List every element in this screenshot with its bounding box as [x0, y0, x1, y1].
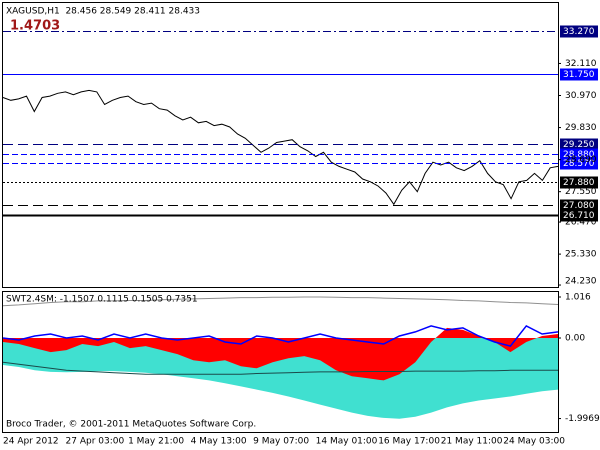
- indicator-line: [2, 324, 559, 347]
- y-tick-label: 25.330: [565, 250, 597, 260]
- level-label-box: [560, 138, 598, 151]
- x-tick-label: 21 May 11:00: [441, 437, 503, 447]
- indicator-title: SWT2.4SM: -1.1507 0.1115 0.1505 0.7351: [6, 295, 198, 305]
- y-tick-label: 27.550: [565, 187, 597, 197]
- x-tick-label: 14 May 01:00: [316, 437, 378, 447]
- main-panel-frame: [2, 2, 559, 288]
- x-tick-label: 1 May 21:00: [128, 437, 184, 447]
- indicator-panel-frame: [2, 291, 559, 433]
- indicator-annotation: Broco Trader, © 2001-2011 MetaQuotes Sof…: [6, 420, 256, 430]
- level-label: 27.080: [563, 201, 595, 211]
- level-label-box: [560, 68, 598, 81]
- y-tick-label: 24.230: [565, 277, 597, 287]
- x-tick-label: 27 Apr 03:00: [66, 437, 125, 447]
- indicator-area: [3, 337, 558, 419]
- level-label: 26.710: [563, 211, 595, 221]
- y-tick-label: 28.690: [565, 155, 597, 165]
- level-label-box: [560, 199, 598, 212]
- chart-title: XAGUSD,H1 28.456 28.549 28.411 28.433: [6, 7, 200, 17]
- x-tick-label: 24 May 03:00: [503, 437, 565, 447]
- y-tick-label: 0.00: [565, 333, 585, 343]
- indicator-line: [2, 361, 558, 375]
- level-label: 31.750: [563, 70, 595, 80]
- y-tick-label: -1.9969: [565, 414, 600, 424]
- y-tick-label: 29.830: [565, 123, 597, 133]
- level-label: 27.880: [563, 178, 595, 188]
- y-tick-label: 26.470: [565, 218, 597, 228]
- level-label: 33.270: [563, 27, 595, 37]
- x-tick-label: 16 May 17:00: [378, 437, 440, 447]
- indicator-area: [3, 327, 558, 381]
- price-line: [2, 89, 559, 206]
- y-tick-label: 30.970: [565, 91, 597, 101]
- level-label: 29.250: [563, 140, 595, 150]
- chart-annotation: 1.4703: [10, 19, 60, 34]
- level-label: 28.880: [563, 150, 595, 160]
- level-label-box: [560, 176, 598, 189]
- level-label-box: [560, 157, 598, 170]
- x-tick-label: 9 May 07:00: [253, 437, 309, 447]
- level-label: 28.570: [563, 159, 595, 169]
- level-label-box: [560, 209, 598, 222]
- x-tick-label: 24 Apr 2012: [3, 437, 59, 447]
- y-tick-label: 32.110: [565, 59, 597, 69]
- level-label-box: [560, 25, 598, 38]
- indicator-line: [2, 296, 559, 307]
- plot-layer: 24 Apr 2012 27 Apr 03:00 1 May 21:00 4 May …: [2, 31, 565, 447]
- x-tick-label: 4 May 13:00: [191, 437, 247, 447]
- y-tick-label: 1.016: [565, 293, 591, 303]
